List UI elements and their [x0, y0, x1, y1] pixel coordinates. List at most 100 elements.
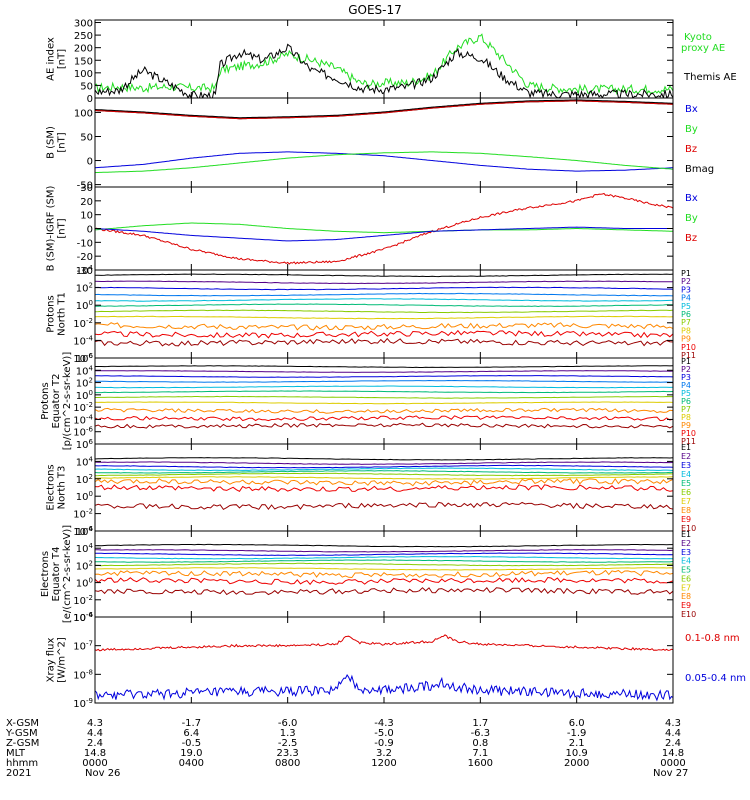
legend-entry: Bx [685, 193, 698, 204]
ytick-label: 102 [76, 377, 93, 390]
series-electrons_t3-4 [95, 470, 673, 474]
series-electrons_t3-1 [95, 461, 673, 465]
legend-entry: P9 [681, 421, 691, 430]
ytick-label: 10-2 [73, 317, 93, 330]
series-electrons_t3-8 [95, 484, 673, 493]
series-electrons_t3-3 [95, 467, 673, 472]
ylabel-line: AE index [46, 37, 57, 81]
legend-entry: By [685, 213, 698, 224]
panel-xray-ylabel: Xray flux [W/m^2] [46, 637, 68, 683]
ytick-label: -50 [77, 181, 93, 192]
footer-value: 1.7 [472, 718, 488, 729]
panel-ae-ylabel: AE index [nT] [46, 37, 68, 81]
series-xray-0 [95, 634, 673, 652]
series-protons_t2-9 [95, 415, 673, 422]
ylabel-line: Protons [46, 295, 57, 332]
legend-entry: P7 [681, 405, 691, 414]
ytick-label: 0 [87, 225, 93, 236]
panel-ae-data [95, 33, 673, 98]
footer-value: 1.3 [280, 728, 296, 739]
ytick-label: 50 [80, 81, 93, 92]
ylabel-line: [W/m^2] [57, 637, 68, 683]
footer-value: 10.9 [566, 748, 588, 759]
series-protons_t2-6 [95, 395, 673, 399]
legend-entry: E3 [681, 461, 691, 470]
footer-value: -1.7 [182, 718, 202, 729]
footer-value: 7.1 [472, 748, 488, 759]
series-protons_t1-6 [95, 309, 673, 314]
ytick-label: 150 [74, 56, 93, 67]
legend-entry: P6 [681, 397, 691, 406]
footer-value: 0800 [275, 758, 300, 769]
panel-bigrf-ylabel: B (SM)-IGRF (SM) [nT] [46, 186, 68, 272]
panel-bsm-data [95, 99, 673, 174]
legend-entry: E6 [681, 488, 691, 497]
ytick-label: 10 [80, 211, 93, 222]
series-protons_t1-3 [95, 292, 673, 297]
ytick-label: -20 [77, 252, 93, 263]
ytick-label: 106 [76, 525, 94, 538]
series-electrons_t4-7 [95, 569, 673, 579]
panel-bsm-frame [94, 97, 674, 188]
footer-value: 3.2 [376, 748, 392, 759]
panel-electrons_t4-ylabel: Electrons Equator T4 [e/(cm^2-s-sr-keV)] [40, 525, 73, 623]
footer-value: 4.4 [87, 728, 103, 739]
ytick-label: 10-2 [73, 401, 93, 414]
series-protons_t2-2 [95, 374, 673, 378]
ytick-label: 104 [76, 542, 94, 555]
footer-value: -2.5 [278, 738, 298, 749]
legend-entry: E3 [681, 548, 691, 557]
series-electrons_t3-0 [95, 457, 673, 461]
ytick-label: -10 [77, 238, 93, 249]
footer-value: Nov 26 [85, 768, 120, 779]
panel-electrons_t3-ylabel: Electrons North T3 [46, 464, 68, 510]
footer-value: 0000 [82, 758, 107, 769]
footer-value: 2000 [564, 758, 589, 769]
series-protons_t1-4 [95, 298, 673, 302]
legend-entry: P8 [681, 326, 691, 335]
series-protons_t1-9 [95, 329, 673, 339]
footer-value: -6.3 [471, 728, 491, 739]
ytick-label: 104 [76, 455, 94, 468]
legend-entry: E6 [681, 574, 691, 583]
ytick-label: 100 [74, 108, 93, 119]
ytick-label: 20 [80, 197, 93, 208]
panel-protons_t1-ylabel: Protons North T1 [46, 292, 68, 336]
series-protons_t2-4 [95, 385, 673, 389]
ytick-label: 250 [74, 31, 93, 42]
footer-value: 4.3 [665, 718, 681, 729]
legend-entry: By [685, 124, 698, 135]
legend-entry: Kyoto [684, 32, 712, 43]
series-bigrf-0 [95, 192, 673, 265]
legend-entry: E4 [681, 470, 691, 479]
series-electrons_t4-9 [95, 587, 673, 596]
series-electrons_t4-0 [95, 543, 673, 548]
series-electrons_t4-5 [95, 562, 673, 567]
footer-ephemeris: X-GSM 4.3 -1.7 -6.0 -4.3 1.7 6.0 4.3 Y-GSM 4.4 6.4… [5, 718, 688, 779]
footer-value: 6.0 [569, 718, 585, 729]
footer-row-label: Y-GSM [5, 728, 38, 739]
series-protons_t1-5 [95, 303, 673, 308]
series-protons_t2-1 [95, 370, 673, 373]
series-protons_t2-0 [95, 365, 673, 369]
legend-entry: 0.05-0.4 nm [685, 673, 746, 684]
legend-entry: proxy AE [681, 43, 725, 54]
footer-value: 6.4 [183, 728, 199, 739]
legend-entry: E1 [681, 443, 691, 452]
series-protons_t1-10 [95, 337, 673, 347]
panel-xray: 10-6 10-7 10-8 10-9 Xray flux [W/m^2] 0.1-0.8 … [46, 611, 747, 710]
ylabel-line: [nT] [57, 49, 68, 69]
panel-protons_t2-ylabel: Protons Equator T2 [p/(cm^2-s-sr-keV)] [40, 352, 73, 451]
series-electrons_t3-2 [95, 464, 673, 469]
ylabel-line: Protons [40, 382, 51, 419]
series-bigrf-1 [95, 222, 673, 234]
footer-value: -6.0 [278, 718, 298, 729]
legend-entry: E9 [681, 601, 691, 610]
legend-entry: P2 [681, 365, 691, 374]
panel-xray-data [95, 634, 673, 702]
footer-value: -5.0 [374, 728, 394, 739]
